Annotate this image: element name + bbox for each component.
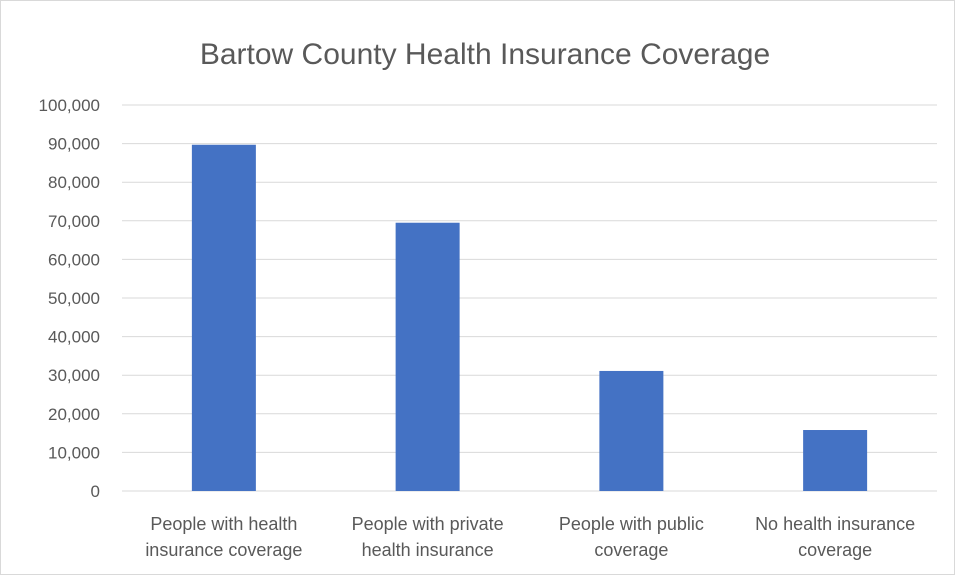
- y-tick-label: 80,000: [48, 173, 100, 192]
- x-category-label: People with public: [559, 514, 704, 534]
- x-category-label: coverage: [798, 540, 872, 560]
- y-tick-label: 30,000: [48, 366, 100, 385]
- y-tick-label: 100,000: [39, 96, 100, 115]
- y-tick-label: 50,000: [48, 289, 100, 308]
- x-category-label: health insurance: [362, 540, 494, 560]
- y-tick-label: 10,000: [48, 443, 100, 462]
- y-axis-tick-labels: 0 10,000 20,000 30,000 40,000 50,000 60,000 70,…: [39, 96, 100, 501]
- x-category-label: coverage: [594, 540, 668, 560]
- bar: [191, 144, 256, 491]
- chart-title: Bartow County Health Insurance Coverage: [200, 38, 770, 71]
- y-tick-label: 90,000: [48, 135, 100, 154]
- x-category-label: insurance coverage: [145, 540, 302, 560]
- x-category-label: People with health: [150, 514, 297, 534]
- y-tick-label: 60,000: [48, 250, 100, 269]
- y-tick-label: 40,000: [48, 328, 100, 347]
- bar: [599, 370, 664, 491]
- bar: [395, 222, 460, 492]
- y-tick-label: 20,000: [48, 405, 100, 424]
- bar: [803, 430, 868, 491]
- y-tick-label: 70,000: [48, 212, 100, 231]
- x-category-label: No health insurance: [755, 514, 915, 534]
- y-tick-label: 0: [91, 482, 100, 501]
- gridlines: [122, 104, 937, 492]
- x-category-label: People with private: [352, 514, 504, 534]
- x-axis-category-labels: People with health insurance coverage Peop…: [145, 514, 915, 560]
- bars: [191, 144, 868, 492]
